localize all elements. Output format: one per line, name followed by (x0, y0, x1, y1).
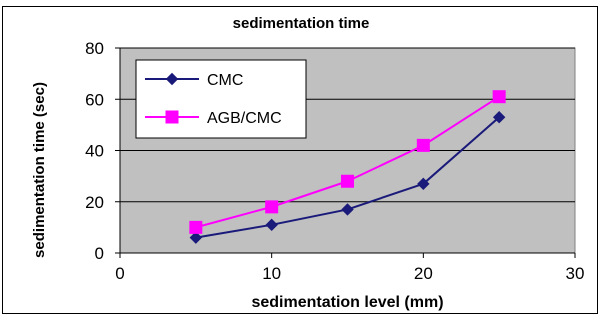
data-point (189, 220, 203, 234)
legend-label: AGB/CMC (207, 110, 282, 127)
legend: CMC AGB/CMC (135, 59, 307, 139)
x-tick-label: 20 (414, 264, 433, 283)
x-tick-label: 10 (262, 264, 281, 283)
legend-entry: CMC (145, 72, 243, 89)
y-tick-label: 20 (85, 193, 104, 212)
x-tick-label: 30 (566, 264, 585, 283)
y-tick-label: 80 (85, 39, 104, 58)
data-point (265, 218, 278, 232)
legend-entry: AGB/CMC (145, 110, 282, 127)
data-point (189, 231, 203, 244)
x-tick-label: 0 (115, 264, 124, 283)
y-axis-title: sedimentation time (sec) (31, 82, 48, 258)
series-agb-cmc (189, 90, 506, 234)
legend-swatch-marker (165, 110, 179, 124)
data-point (416, 138, 430, 152)
data-point (265, 200, 279, 214)
data-point (417, 177, 430, 191)
data-point (341, 174, 354, 188)
data-point (492, 90, 506, 104)
series-cmc (189, 110, 506, 244)
legend-swatch-marker (165, 72, 179, 86)
data-point (492, 110, 506, 124)
y-axis-title-text: sedimentation time (sec) (31, 82, 48, 258)
y-tick-label: 60 (85, 90, 104, 109)
y-tick-label: 40 (85, 142, 104, 161)
data-point (341, 203, 354, 216)
axes: 0 20 40 60 80 0 10 20 30 (85, 39, 584, 283)
legend-box (135, 59, 307, 139)
legend-label: CMC (207, 72, 243, 89)
y-tick-label: 0 (95, 244, 104, 263)
chart-title: sedimentation time (232, 15, 370, 32)
x-axis-title: sedimentation level (mm) (251, 294, 443, 311)
series-lines (189, 90, 506, 244)
